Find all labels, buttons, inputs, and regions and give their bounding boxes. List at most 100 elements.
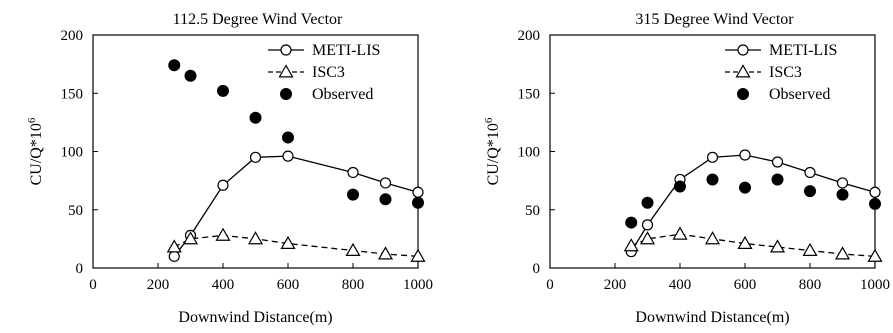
legend-label: METI-LIS (769, 42, 837, 59)
y-axis-label-base: CU/Q*10 (485, 123, 502, 185)
data-point-observed (625, 216, 638, 229)
y-tick-label: 150 (61, 86, 84, 102)
data-point-isc3 (802, 242, 818, 256)
data-point-isc3 (345, 242, 361, 256)
legend-item-observed: Observed (737, 86, 830, 103)
data-point-isc3 (215, 227, 231, 241)
legend: METI-LIS ISC3 Observed (725, 42, 837, 103)
series-line-isc3 (173, 234, 419, 257)
data-point-isc3 (166, 239, 182, 253)
legend-item-meti-lis: METI-LIS (725, 42, 837, 59)
data-point-observed (347, 188, 359, 201)
legend-label: Observed (769, 86, 830, 103)
data-point-observed (184, 69, 197, 82)
data-point-observed (771, 173, 784, 186)
x-tick-label: 1000 (403, 277, 433, 293)
x-tick-label: 200 (147, 277, 170, 293)
legend-item-isc3: ISC3 (268, 64, 345, 81)
y-tick-label: 0 (533, 261, 541, 277)
legend-item-meti-lis: METI-LIS (268, 42, 380, 59)
series-line-isc3 (630, 233, 876, 257)
series-line-meti-lis (173, 155, 419, 257)
legend-label: ISC3 (312, 64, 345, 81)
data-point-meti-lis (706, 151, 719, 163)
legend-label: ISC3 (769, 64, 802, 81)
legend-swatch-marker (280, 44, 292, 56)
legend-swatch-marker (735, 64, 751, 78)
data-point-meti-lis (412, 186, 424, 198)
series-isc3 (623, 226, 883, 262)
x-axis-label: Downwind Distance(m) (635, 309, 789, 326)
data-point-isc3 (834, 246, 851, 260)
data-point-observed (869, 197, 881, 210)
data-point-meti-lis (379, 177, 392, 189)
x-tick-label: 600 (277, 277, 300, 293)
legend-swatch-marker (280, 88, 292, 100)
chart-112-5-degree: 112.5 Degree Wind Vector 0 50 100 150 200 0 200… (26, 11, 433, 326)
data-point-isc3 (247, 231, 264, 245)
x-tick-label: 0 (546, 277, 554, 293)
x-tick-label: 0 (89, 277, 97, 293)
data-point-observed (379, 193, 392, 206)
y-axis-label-superscript: 6 (26, 117, 38, 123)
data-point-observed (836, 188, 849, 201)
data-point-meti-lis (249, 151, 262, 163)
y-tick-label: 150 (518, 86, 541, 102)
y-tick-label: 50 (525, 203, 540, 219)
legend-label: METI-LIS (312, 42, 380, 59)
data-point-observed (217, 84, 229, 97)
series-observed (168, 59, 424, 209)
data-point-meti-lis (217, 179, 229, 191)
x-tick-label: 1000 (860, 277, 890, 293)
legend-swatch-marker (737, 44, 749, 56)
y-axis-label-base: CU/Q*10 (28, 123, 45, 185)
data-point-meti-lis (641, 219, 654, 231)
legend-item-observed: Observed (280, 86, 373, 103)
x-axis-label: Downwind Distance(m) (178, 309, 332, 326)
legend-swatch-marker (278, 64, 294, 78)
x-tick-label: 200 (604, 277, 627, 293)
x-tick-label: 600 (734, 277, 757, 293)
y-tick-label: 100 (61, 145, 84, 161)
data-point-observed (282, 131, 294, 144)
series-line-meti-lis (630, 154, 876, 253)
data-point-observed (641, 196, 654, 209)
data-point-meti-lis (804, 166, 816, 179)
data-point-observed (168, 59, 181, 72)
chart-title: 315 Degree Wind Vector (635, 11, 794, 28)
x-tick-label: 800 (342, 277, 365, 293)
data-point-observed (249, 111, 262, 124)
data-point-meti-lis (168, 250, 180, 262)
x-tick-label: 800 (799, 277, 822, 293)
data-point-observed (706, 173, 719, 186)
x-tick-label: 400 (212, 277, 235, 293)
series-isc3 (166, 227, 426, 262)
data-point-isc3 (280, 235, 296, 250)
y-tick-label: 50 (68, 203, 83, 219)
chart-title: 112.5 Degree Wind Vector (173, 11, 343, 28)
data-point-isc3 (867, 248, 883, 262)
data-point-meti-lis (869, 186, 881, 198)
series-meti-lis (625, 149, 881, 258)
data-point-isc3 (769, 239, 786, 253)
data-point-meti-lis (282, 150, 294, 162)
data-point-meti-lis (836, 177, 849, 189)
y-axis-label-superscript: 6 (483, 117, 495, 123)
data-point-isc3 (410, 248, 426, 262)
data-point-observed (674, 180, 686, 193)
data-point-meti-lis (771, 156, 784, 168)
data-point-observed (804, 185, 816, 198)
y-axis-label: CU/Q*106 (483, 117, 502, 185)
chart-315-degree: 315 Degree Wind Vector 0 50 100 150 200 0 200 40… (483, 11, 890, 326)
data-point-observed (412, 196, 424, 209)
legend-item-isc3: ISC3 (725, 64, 802, 81)
legend: METI-LIS ISC3 Observed (268, 42, 380, 103)
data-point-isc3 (704, 231, 721, 245)
legend-swatch-marker (737, 88, 749, 100)
x-tick-label: 400 (669, 277, 692, 293)
data-point-isc3 (182, 231, 199, 245)
y-axis-label: CU/Q*106 (26, 117, 45, 185)
data-point-meti-lis (739, 149, 751, 161)
